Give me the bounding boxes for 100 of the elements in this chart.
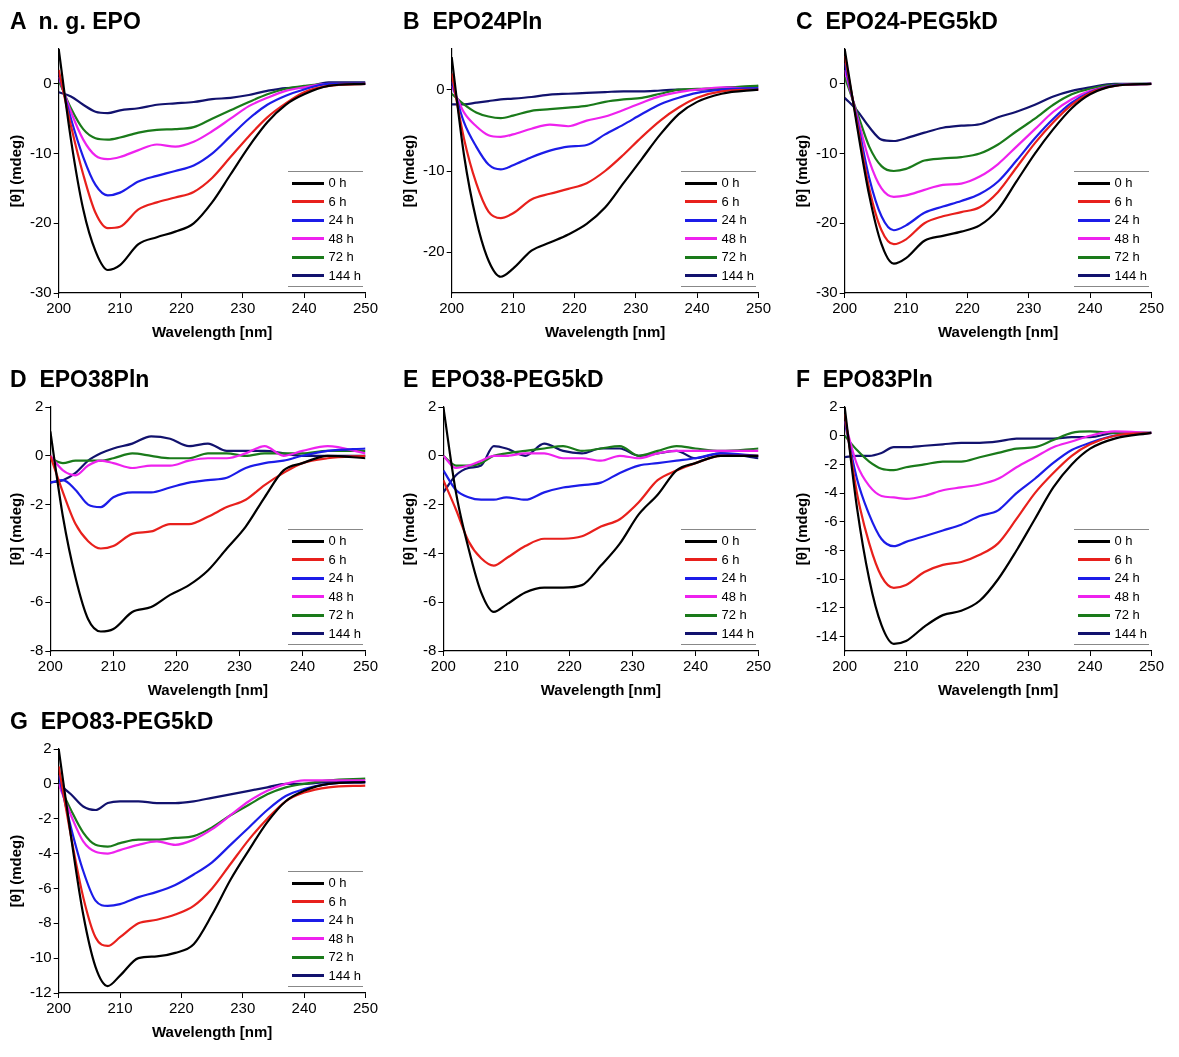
legend-label: 48 h [328,929,354,948]
y-tick-label: -12 [815,598,838,616]
y-tick-label: 2 [427,397,437,415]
y-tick-label: -10 [29,948,52,966]
x-tick-label: 240 [682,657,708,675]
x-tick-label: 230 [623,299,649,317]
legend-label: 48 h [1114,229,1140,248]
x-tick-label: 250 [352,999,378,1017]
legend-label: 0 h [721,174,740,192]
x-tick-label: 220 [556,657,582,675]
x-tick-label: 230 [230,299,256,317]
legend-label: 6 h [328,550,347,569]
x-tick-label: 200 [439,299,465,317]
chart-title: B EPO24Pln [403,8,543,35]
y-axis-title: [θ] (mdeg) [793,134,811,208]
legend-label: 144 h [721,624,755,643]
x-tick-label: 200 [430,657,456,675]
legend-label: 24 h [328,911,354,929]
legend-label: 144 h [1114,624,1148,643]
legend-label: 72 h [328,948,354,966]
y-tick-label: -30 [29,283,52,301]
line-series [443,444,759,467]
x-tick-label: 210 [100,657,126,675]
y-tick-label: -8 [824,540,838,558]
x-tick-label: 250 [352,299,378,317]
y-tick-label: -6 [422,592,437,610]
legend-label: 24 h [328,569,354,587]
x-tick-label: 220 [954,299,980,317]
legend-label: 72 h [328,606,354,624]
x-tick-label: 230 [1016,657,1042,675]
y-tick-label: -4 [422,543,437,561]
legend-label: 72 h [1114,248,1140,266]
line-series [443,452,759,501]
y-tick-label: -8 [38,913,52,931]
y-tick-label: -2 [38,808,52,826]
x-tick-label: 220 [954,657,980,675]
x-tick-label: 240 [289,657,315,675]
y-tick-label: 0 [43,774,52,791]
legend-label: 48 h [721,587,747,606]
chart-title: A n. g. EPO [10,8,141,35]
x-tick-label: 230 [619,657,645,675]
legend-label: 144 h [328,624,362,643]
x-axis-title: Wavelength [nm] [151,1023,273,1041]
y-tick-label: 0 [436,79,445,97]
chart-title: G EPO83-PEG5kD [10,708,214,735]
x-tick-label: 200 [37,657,63,675]
legend-label: 72 h [721,248,747,266]
legend-label: 6 h [721,192,740,211]
x-tick-label: 210 [893,657,919,675]
y-axis-title: [θ] (mdeg) [400,134,418,208]
line-series [50,444,366,477]
x-tick-label: 230 [230,999,256,1017]
x-tick-label: 200 [46,999,72,1017]
y-tick-label: -8 [29,641,44,659]
x-tick-label: 220 [168,299,194,317]
y-tick-label: -2 [824,454,838,472]
x-axis-title: Wavelength [nm] [937,323,1059,341]
line-series [50,454,366,550]
legend-label: 0 h [328,874,347,892]
x-tick-label: 200 [832,657,858,675]
legend-label: 48 h [721,229,747,248]
chart-title: E EPO38-PEG5kD [403,366,604,393]
legend-label: 24 h [1114,569,1140,587]
chart-title: D EPO38Pln [10,366,150,393]
x-tick-label: 250 [745,657,771,675]
x-tick-label: 210 [493,657,519,675]
legend-label: 72 h [1114,606,1140,624]
x-axis-title: Wavelength [nm] [540,681,662,699]
y-axis-title: [θ] (mdeg) [400,492,418,566]
legend-label: 48 h [1114,587,1140,606]
legend-label: 24 h [721,211,747,229]
x-tick-label: 230 [226,657,252,675]
y-tick-label: -10 [815,143,838,161]
legend-label: 24 h [721,569,747,587]
x-tick-label: 240 [1077,299,1103,317]
legend-label: 144 h [1114,266,1148,285]
y-tick-label: -20 [815,213,838,231]
x-tick-label: 220 [168,999,194,1017]
x-tick-label: 250 [745,299,771,317]
y-tick-label: -4 [38,843,52,861]
y-tick-label: -2 [422,494,437,512]
legend-label: 0 h [721,532,740,550]
legend-label: 0 h [328,174,347,192]
legend-label: 6 h [1114,550,1133,569]
legend-label: 144 h [328,266,362,285]
x-axis-title: Wavelength [nm] [544,323,666,341]
x-tick-label: 210 [500,299,526,317]
x-tick-label: 200 [832,299,858,317]
legend-label: 6 h [721,550,740,569]
x-tick-label: 220 [163,657,189,675]
y-tick-label: -12 [29,983,52,1001]
legend-label: 72 h [328,248,354,266]
y-tick-label: -4 [824,483,838,501]
x-tick-label: 240 [684,299,710,317]
x-tick-label: 210 [107,299,133,317]
legend-label: 0 h [1114,174,1133,192]
y-tick-label: -10 [29,143,52,161]
x-tick-label: 240 [1077,657,1103,675]
x-tick-label: 210 [107,999,133,1017]
x-tick-label: 210 [893,299,919,317]
